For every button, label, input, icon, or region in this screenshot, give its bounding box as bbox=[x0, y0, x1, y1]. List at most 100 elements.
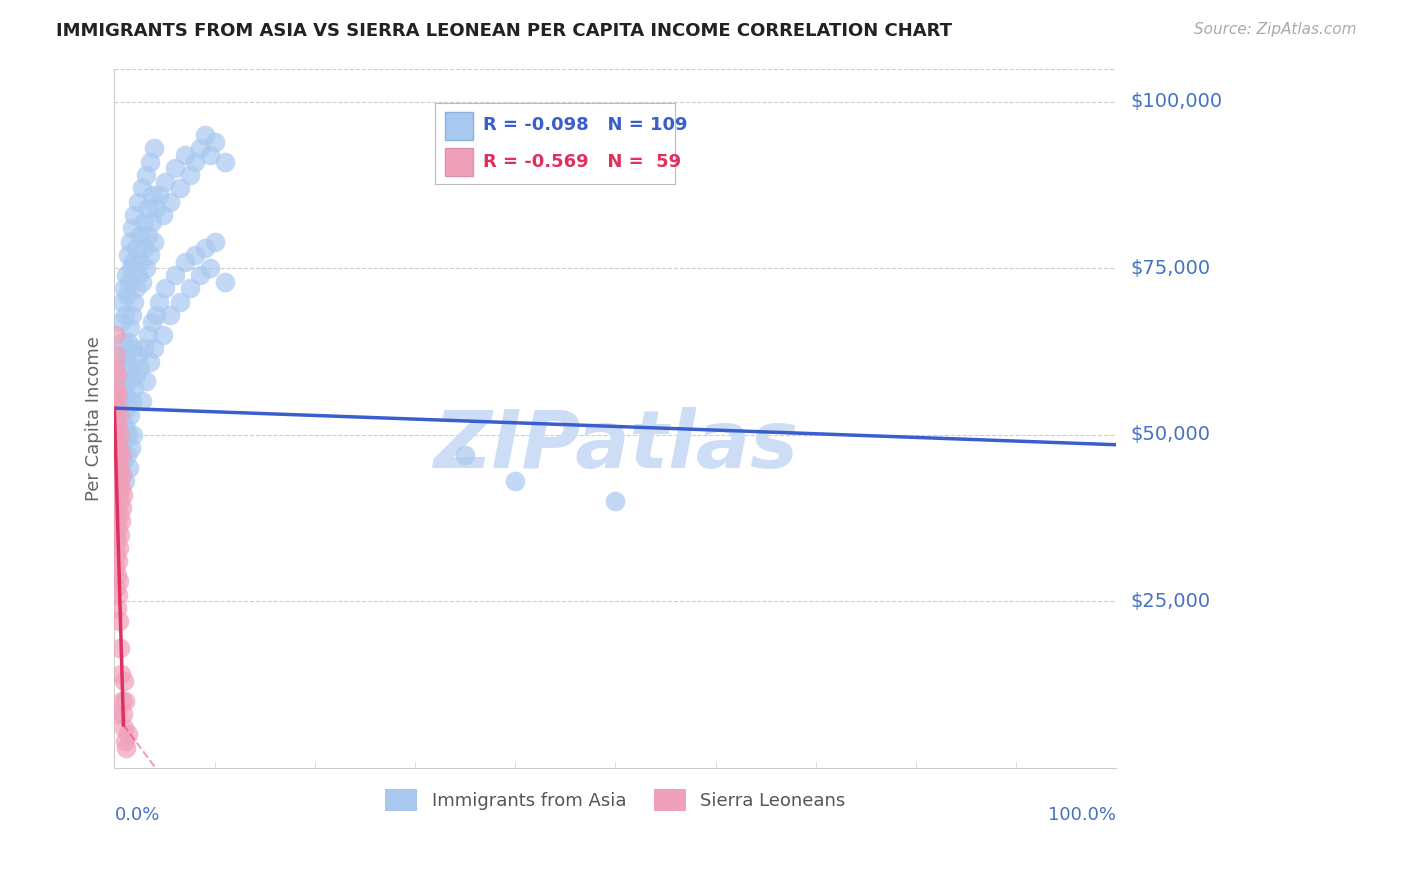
Point bbox=[108, 614, 131, 628]
Point bbox=[120, 261, 142, 276]
Point bbox=[118, 461, 141, 475]
Point bbox=[110, 314, 132, 328]
Point bbox=[135, 375, 157, 389]
Point bbox=[129, 361, 152, 376]
Point bbox=[148, 188, 170, 202]
Point bbox=[173, 254, 195, 268]
Point bbox=[114, 734, 136, 748]
Point bbox=[108, 381, 131, 395]
Point bbox=[115, 421, 138, 435]
Point bbox=[112, 334, 135, 349]
Point bbox=[104, 427, 127, 442]
Point bbox=[214, 154, 236, 169]
Text: Source: ZipAtlas.com: Source: ZipAtlas.com bbox=[1194, 22, 1357, 37]
Point bbox=[153, 281, 176, 295]
Point bbox=[159, 194, 181, 209]
Point bbox=[112, 721, 135, 735]
Point bbox=[198, 148, 221, 162]
Point bbox=[108, 574, 131, 589]
Point bbox=[204, 135, 226, 149]
Point bbox=[122, 254, 145, 268]
Point bbox=[111, 294, 134, 309]
Point bbox=[141, 188, 163, 202]
Point bbox=[159, 308, 181, 322]
Point bbox=[107, 401, 129, 416]
Point bbox=[125, 368, 148, 382]
Point bbox=[104, 361, 127, 376]
Point bbox=[110, 441, 132, 455]
Point bbox=[110, 348, 132, 362]
Text: ZIPatlas: ZIPatlas bbox=[433, 407, 797, 485]
Point bbox=[127, 194, 149, 209]
Point bbox=[117, 401, 139, 416]
Point bbox=[107, 521, 129, 535]
Point bbox=[110, 421, 132, 435]
Point bbox=[110, 461, 132, 475]
Text: $75,000: $75,000 bbox=[1130, 259, 1211, 277]
Point bbox=[120, 408, 142, 422]
Point bbox=[112, 454, 135, 468]
Point bbox=[153, 175, 176, 189]
Point bbox=[104, 527, 127, 541]
Point bbox=[111, 467, 134, 482]
Point bbox=[135, 168, 157, 182]
Point bbox=[107, 534, 129, 549]
Point bbox=[120, 235, 142, 249]
Point bbox=[121, 394, 143, 409]
Point bbox=[143, 341, 166, 355]
Y-axis label: Per Capita Income: Per Capita Income bbox=[86, 335, 103, 500]
Point bbox=[141, 215, 163, 229]
Text: 100.0%: 100.0% bbox=[1049, 806, 1116, 824]
Legend: Immigrants from Asia, Sierra Leoneans: Immigrants from Asia, Sierra Leoneans bbox=[378, 781, 853, 818]
Point bbox=[117, 334, 139, 349]
Point bbox=[204, 235, 226, 249]
Point bbox=[108, 475, 131, 489]
Point bbox=[112, 434, 135, 449]
Point bbox=[104, 494, 127, 508]
Point bbox=[122, 341, 145, 355]
Point bbox=[105, 548, 128, 562]
Point bbox=[115, 740, 138, 755]
Point bbox=[105, 581, 128, 595]
Point bbox=[121, 221, 143, 235]
Point bbox=[120, 321, 142, 335]
Point bbox=[173, 148, 195, 162]
Point bbox=[117, 427, 139, 442]
Point bbox=[124, 208, 146, 222]
Point bbox=[105, 348, 128, 362]
Point bbox=[118, 375, 141, 389]
Point bbox=[183, 248, 205, 262]
Point bbox=[107, 454, 129, 468]
Point bbox=[503, 475, 526, 489]
Point bbox=[179, 281, 201, 295]
Point bbox=[117, 727, 139, 741]
Point bbox=[111, 501, 134, 516]
Point bbox=[114, 308, 136, 322]
Point bbox=[605, 494, 627, 508]
Point bbox=[107, 567, 129, 582]
Point bbox=[183, 154, 205, 169]
Point bbox=[111, 694, 134, 708]
Point bbox=[110, 514, 132, 528]
Point bbox=[114, 388, 136, 402]
Point bbox=[104, 461, 127, 475]
Point bbox=[110, 494, 132, 508]
Point bbox=[198, 261, 221, 276]
Point bbox=[107, 434, 129, 449]
Point bbox=[131, 394, 153, 409]
Point bbox=[152, 327, 174, 342]
Point bbox=[110, 394, 132, 409]
Point bbox=[131, 275, 153, 289]
Point bbox=[107, 588, 129, 602]
Point bbox=[125, 241, 148, 255]
Point bbox=[112, 488, 135, 502]
Point bbox=[127, 348, 149, 362]
Point bbox=[134, 341, 156, 355]
Point bbox=[121, 308, 143, 322]
Point bbox=[163, 268, 186, 282]
Point bbox=[143, 235, 166, 249]
Point bbox=[454, 448, 477, 462]
Point bbox=[118, 275, 141, 289]
Point bbox=[112, 674, 135, 689]
Point bbox=[108, 408, 131, 422]
